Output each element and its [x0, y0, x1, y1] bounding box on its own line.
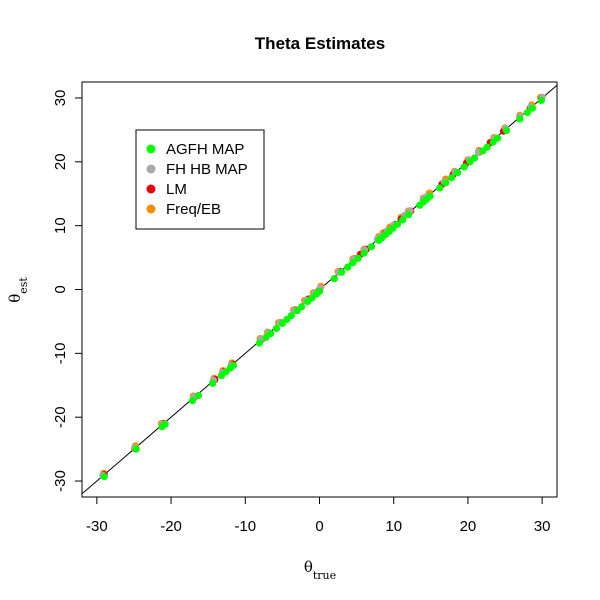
x-axis-label-main: θ	[304, 558, 313, 576]
y-tick-label: 20	[52, 153, 69, 170]
legend-swatch-agfh-map	[146, 144, 156, 154]
x-axis-label: θtrue	[304, 558, 336, 582]
legend-label-freq-eb: Freq/EB	[166, 201, 221, 218]
point-agfh-map	[255, 339, 263, 347]
x-tick-label: -20	[160, 518, 182, 535]
legend-box	[135, 129, 265, 230]
y-axis-label: θest	[6, 277, 30, 303]
y-axis: -30 -20 -10 0 10 20 30	[52, 90, 82, 492]
point-agfh-map	[471, 154, 479, 162]
point-agfh-map	[367, 243, 376, 251]
x-tick-label: 10	[385, 518, 402, 535]
point-agfh-map	[436, 184, 444, 192]
chart-title: Theta Estimates	[255, 34, 385, 53]
y-tick-label: 0	[52, 285, 69, 293]
legend-label-fh-hb-map: FH HB MAP	[166, 161, 248, 178]
x-axis: -30 -20 -10 0 10 20 30	[86, 497, 551, 535]
legend-item-freq-eb: Freq/EB	[146, 201, 221, 218]
point-agfh-map	[315, 287, 324, 296]
y-tick-label: 30	[52, 90, 69, 107]
legend-item-fh-hb-map: FH HB MAP	[146, 161, 248, 178]
legend-label-agfh-map: AGFH MAP	[166, 141, 244, 158]
point-agfh-map	[188, 396, 197, 405]
point-agfh-map	[100, 472, 108, 481]
legend-item-agfh-map: AGFH MAP	[146, 141, 244, 158]
point-agfh-map	[442, 179, 450, 187]
legend-swatch-lm	[146, 184, 156, 194]
point-agfh-map	[266, 329, 275, 338]
point-agfh-map	[298, 303, 306, 311]
y-axis-label-main: θ	[6, 294, 24, 303]
point-agfh-map	[393, 220, 402, 228]
point-agfh-map	[426, 192, 434, 200]
point-agfh-map	[502, 126, 511, 135]
point-agfh-map	[448, 174, 456, 182]
point-agfh-map	[287, 312, 295, 320]
point-agfh-map	[453, 169, 462, 177]
x-axis-label-sub: true	[313, 569, 336, 582]
point-agfh-map	[399, 216, 407, 224]
point-agfh-map	[272, 324, 281, 333]
x-tick-label: 20	[460, 518, 477, 535]
x-tick-label: -30	[86, 518, 108, 535]
x-tick-label: -10	[234, 518, 256, 535]
point-agfh-map	[349, 259, 357, 267]
point-agfh-map	[344, 263, 352, 271]
y-axis-label-sub: est	[17, 277, 30, 294]
point-agfh-map	[132, 445, 140, 453]
point-agfh-map	[537, 96, 546, 105]
y-tick-label: -30	[52, 470, 69, 492]
legend-swatch-freq-eb	[146, 204, 156, 214]
legend-swatch-fh-hb-map	[146, 164, 156, 174]
legend: AGFH MAP FH HB MAP LM Freq/EB	[135, 129, 265, 230]
point-agfh-map	[494, 134, 502, 142]
legend-label-lm: LM	[166, 181, 187, 198]
x-tick-label: 0	[315, 518, 323, 535]
point-agfh-map	[360, 249, 368, 257]
point-agfh-map	[404, 211, 413, 219]
point-agfh-map	[460, 163, 468, 171]
y-tick-label: -10	[52, 343, 69, 365]
point-agfh-map	[338, 268, 346, 276]
point-agfh-map	[523, 109, 531, 117]
data-points	[99, 93, 546, 481]
y-tick-label: -20	[52, 406, 69, 428]
point-agfh-map	[354, 254, 362, 262]
point-agfh-map	[209, 379, 217, 387]
x-tick-label: 30	[534, 518, 551, 535]
y-tick-label: 10	[52, 217, 69, 234]
point-agfh-map	[161, 420, 169, 428]
point-agfh-map	[194, 391, 203, 400]
legend-item-lm: LM	[146, 181, 187, 198]
point-agfh-map	[516, 115, 524, 123]
point-agfh-map	[330, 275, 338, 283]
point-agfh-map	[528, 104, 537, 112]
point-agfh-map	[229, 361, 238, 370]
point-agfh-map	[483, 143, 491, 151]
